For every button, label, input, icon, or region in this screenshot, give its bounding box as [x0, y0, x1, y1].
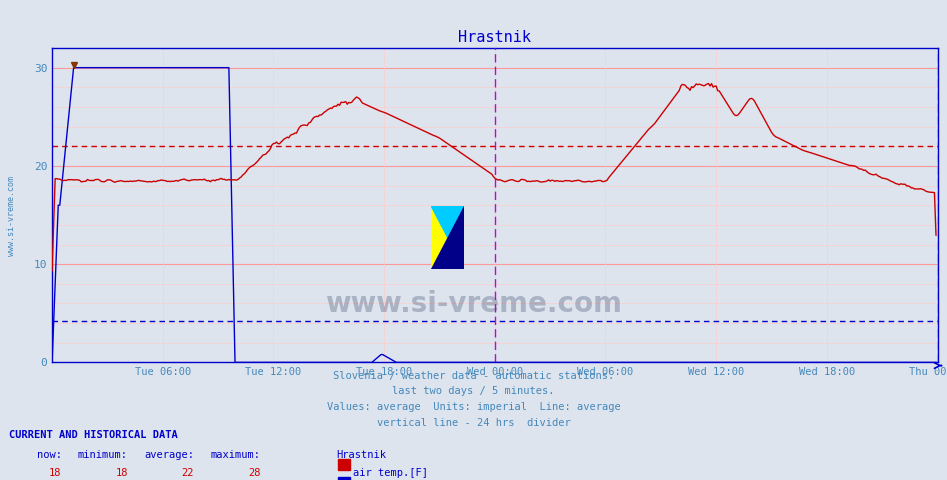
Text: Hrastnik: Hrastnik — [336, 450, 386, 460]
Text: 28: 28 — [248, 468, 260, 478]
Text: now:: now: — [37, 450, 62, 460]
Text: last two days / 5 minutes.: last two days / 5 minutes. — [392, 386, 555, 396]
Text: 22: 22 — [182, 468, 194, 478]
Polygon shape — [431, 206, 464, 269]
Polygon shape — [431, 206, 464, 269]
Text: www.si-vreme.com: www.si-vreme.com — [325, 290, 622, 318]
Text: air temp.[F]: air temp.[F] — [353, 468, 428, 478]
Text: 18: 18 — [49, 468, 62, 478]
Text: minimum:: minimum: — [78, 450, 128, 460]
Text: www.si-vreme.com: www.si-vreme.com — [7, 176, 16, 256]
Text: vertical line - 24 hrs  divider: vertical line - 24 hrs divider — [377, 418, 570, 428]
Text: Slovenia / weather data - automatic stations.: Slovenia / weather data - automatic stat… — [333, 371, 614, 381]
Text: maximum:: maximum: — [210, 450, 260, 460]
Title: Hrastnik: Hrastnik — [458, 30, 531, 46]
Text: 18: 18 — [116, 468, 128, 478]
Text: Values: average  Units: imperial  Line: average: Values: average Units: imperial Line: av… — [327, 402, 620, 412]
Text: average:: average: — [144, 450, 194, 460]
Text: CURRENT AND HISTORICAL DATA: CURRENT AND HISTORICAL DATA — [9, 430, 178, 440]
